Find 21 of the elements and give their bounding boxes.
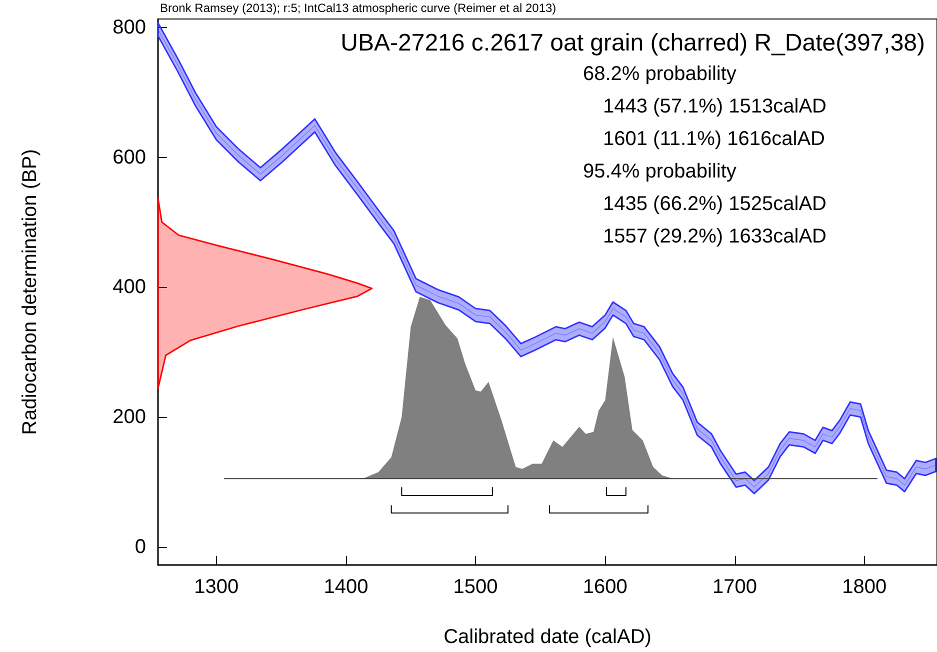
y-tick-label: 600 <box>112 146 146 168</box>
x-tick-label: 1600 <box>582 576 628 598</box>
y-tick-label: 400 <box>112 276 146 298</box>
y-tick-label: 800 <box>112 16 146 38</box>
annotation: 1435 (66.2%) 1525calAD <box>603 193 826 215</box>
text: Bronk Ramsey (2013); r:5; IntCal13 atmospheric curve (Reimer et al 2013) <box>160 1 556 15</box>
x-tick-label: 1300 <box>194 576 239 598</box>
annotation: 1601 (11.1%) 1616calAD <box>603 128 825 150</box>
y-tick-label: 0 <box>134 536 146 558</box>
x-axis-title: Calibrated date (calAD) <box>444 626 652 648</box>
annotation: 1557 (29.2%) 1633calAD <box>603 226 826 248</box>
annotation: 95.4% probability <box>583 160 736 182</box>
chart-title: UBA-27216 c.2617 oat grain (charred) R_Date(397,38) <box>340 30 926 56</box>
annotation: 68.2% probability <box>583 63 736 85</box>
y-tick-label: 200 <box>112 406 146 428</box>
annotation: 1443 (57.1%) 1513calAD <box>603 96 826 118</box>
x-tick-label: 1700 <box>712 576 758 598</box>
y-axis-title: Radiocarbon determination (BP) <box>19 149 41 435</box>
x-tick-label: 1500 <box>453 576 498 598</box>
x-tick-label: 1800 <box>842 576 887 598</box>
x-tick-label: 1400 <box>324 576 368 598</box>
